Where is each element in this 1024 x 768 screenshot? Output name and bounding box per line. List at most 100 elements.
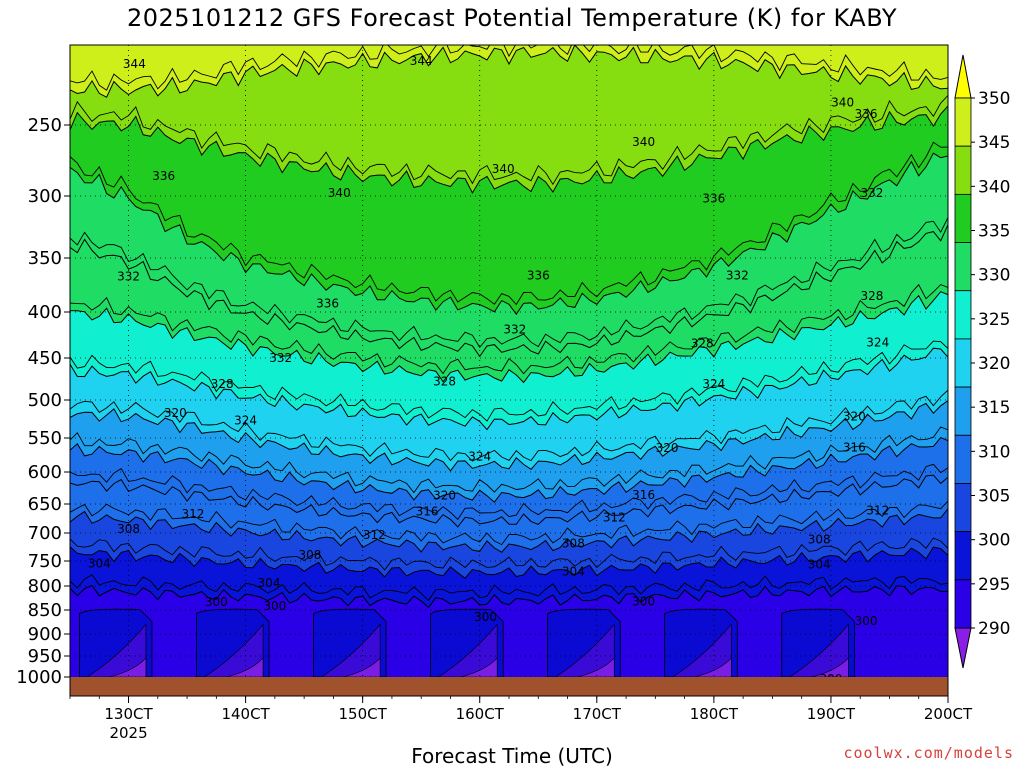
colorbar-label: 320 [978,354,1010,374]
contour-label: 312 [603,510,626,524]
colorbar-segment [954,483,972,533]
cold-core [672,623,732,677]
contour-label: 312 [181,507,204,521]
contour-label: 328 [211,377,234,391]
contour-label: 304 [258,576,281,590]
contour-label: 328 [691,336,714,350]
cold-core [86,623,147,677]
contour-334 [70,217,948,349]
contour-326 [70,340,948,422]
y-axis: 250 300 350 400 450 500 550 600 650 700 750 800 850 9… [16,115,70,688]
contour-318 [70,426,948,494]
contour-label: 324 [702,377,725,391]
y-tick-label: 400 [28,302,62,323]
chart-title: 2025101212 GFS Forecast Potential Temper… [126,4,898,32]
x-tick-label: 190CT [807,705,856,723]
coldest-core [460,657,498,677]
contour-line-layer [70,45,948,609]
contour-322 [70,389,948,462]
contour-label: 308 [117,522,140,536]
colorbar-label: 315 [978,398,1010,418]
y-tick-label: 900 [28,624,62,645]
contour-label: 308 [299,548,322,562]
colorbar-segment [954,386,972,436]
contour-332 [70,224,948,358]
coldest-core [109,657,147,677]
contour-label: 300 [632,594,655,608]
contour-308 [70,508,948,553]
ground-bar [70,677,948,696]
colorbar-label: 305 [978,487,1010,507]
contour-316 [70,436,948,503]
colorbar-segment [954,338,972,388]
colorbar-label: 330 [978,266,1010,286]
colorbar-segment [954,97,972,147]
contour-label: 316 [843,441,866,455]
y-tick-label: 950 [28,646,62,667]
colorbar-label: 345 [978,133,1010,153]
x-tick-label: 180CT [690,705,739,723]
contour-label: 344 [410,54,433,68]
cold-core [789,623,849,677]
contour-label: 312 [363,528,386,542]
contour-label: 336 [702,191,725,205]
contour-label: 304 [808,558,831,572]
contour-label: 304 [88,557,111,571]
contour-346 [70,45,948,91]
x-tick-label: 150CT [339,705,388,723]
y-tick-label: 750 [28,551,62,572]
contour-label: 320 [164,406,187,420]
colorbar-segment [954,290,972,340]
colorbar-label: 350 [978,89,1010,109]
contour-label: 320 [433,489,456,503]
contour-312 [70,474,948,528]
contour-label: 332 [860,186,883,200]
colorbar-top-arrow [954,54,972,99]
contour-label: 308 [808,533,831,547]
contour-label: 300 [474,610,497,624]
colorbar-segment [954,242,972,292]
contour-label: 336 [152,169,175,183]
credit-link[interactable]: coolwx.com/models [843,744,1014,762]
colorbar-label: 290 [978,619,1010,639]
colorbar-segment [954,145,972,195]
cold-core [555,623,615,677]
contour-label: 320 [843,410,866,424]
x-tick-label: 200CT [924,705,973,723]
contour-label: 324 [234,414,257,428]
contour-label: 340 [831,96,854,110]
colorbar-bottom-arrow [954,627,972,669]
contour-label: 328 [433,375,456,389]
contour-label: 332 [269,351,292,365]
contour-label: 304 [562,565,585,579]
x-tick-label: 130CT [104,705,153,723]
colorbar-label: 295 [978,575,1010,595]
contour-label: 300 [855,614,878,628]
contour-label: 340 [492,162,515,176]
colorbar-segment [954,193,972,243]
colorbar-segment [954,531,972,581]
y-tick-label: 550 [28,428,62,449]
x-tick-label: 170CT [573,705,622,723]
colorbar-label: 335 [978,222,1010,242]
contour-340 [70,105,948,194]
contour-310 [70,500,948,546]
coldest-core [343,657,381,677]
contour-302 [70,574,948,602]
y-tick-label: 500 [28,390,62,411]
y-tick-label: 250 [28,115,62,136]
colorbar-label: 310 [978,442,1010,462]
contour-336 [70,152,948,316]
y-tick-label: 450 [28,348,62,369]
x-year-label: 2025 [109,724,147,742]
contour-label: 332 [726,268,749,282]
contour-label: 320 [656,441,679,455]
coldest-core [811,657,849,677]
coldest-core [226,657,264,677]
contour-300 [70,584,948,609]
contour-label: 332 [117,269,140,283]
cold-core [320,623,381,677]
colorbar-label: 300 [978,531,1010,551]
x-axis-title: Forecast Time (UTC) [411,744,613,768]
